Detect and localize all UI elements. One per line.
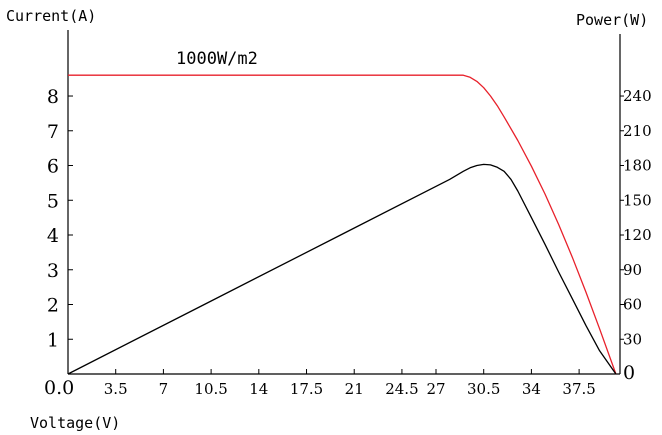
left-tick-label: 5: [47, 190, 59, 212]
x-tick-label: 3.5: [104, 380, 128, 398]
power-curve: [67, 163, 617, 375]
right-tick-label: 90: [623, 261, 642, 279]
current-curve: [68, 74, 617, 375]
right-tick-label: 210: [623, 122, 652, 140]
left-tick-label: 1: [47, 329, 59, 351]
right-tick-label: 30: [623, 330, 642, 348]
left-tick-label: 8: [47, 86, 59, 108]
right-tick-label: 120: [623, 226, 652, 244]
right-axis-title: Power(W): [576, 11, 648, 29]
x-tick-label: 14: [249, 380, 268, 398]
right-tick-label: 150: [623, 191, 652, 209]
x-tick-label: 7: [159, 380, 169, 398]
left-ticks: 1 2 3 4 5 6 7 8: [47, 86, 73, 351]
x-tick-label: 27: [426, 380, 445, 398]
series-layer: [67, 74, 617, 375]
x-tick-label: 24.5: [385, 380, 418, 398]
right-tick-label: 240: [623, 87, 652, 105]
x-axis-title: Voltage(V): [30, 414, 120, 432]
x-tick-label: 10.5: [194, 380, 227, 398]
right-tick-label: 180: [623, 157, 652, 175]
x-tick-label: 30.5: [467, 380, 500, 398]
left-tick-label: 3: [47, 260, 59, 282]
right-ticks: 30 60 90 120 150 180 210 240: [620, 87, 652, 348]
right-tick-label: 60: [623, 296, 642, 314]
left-axis-title: Current(A): [6, 7, 96, 25]
x-tick-label: 34: [522, 380, 541, 398]
left-tick-label: 4: [47, 225, 59, 247]
irradiance-annotation: 1000W/m2: [176, 49, 258, 69]
left-tick-label: 6: [47, 156, 59, 178]
left-tick-label: 7: [47, 121, 59, 143]
right-origin-label: 0: [623, 362, 635, 384]
x-tick-label: 21: [345, 380, 364, 398]
x-tick-label: 37.5: [562, 380, 595, 398]
left-tick-label: 2: [47, 295, 59, 317]
x-tick-label: 17.5: [290, 380, 323, 398]
x-ticks: 3.5 7 10.5 14 17.5 21 24.5 27 30.5 34 37.5: [104, 369, 596, 398]
origin-label: 0.0: [44, 377, 74, 399]
